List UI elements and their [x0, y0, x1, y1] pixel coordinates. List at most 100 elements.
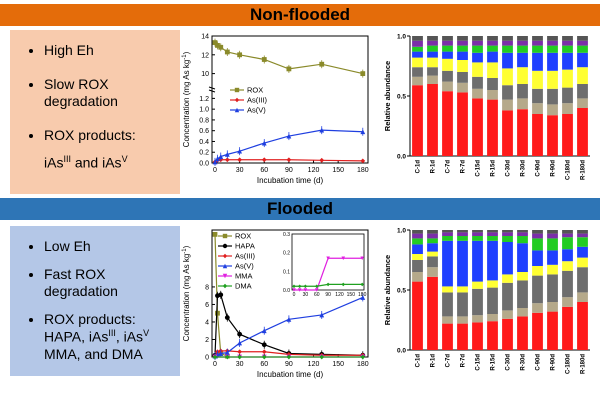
bar-segment — [427, 51, 438, 58]
category-label: C-15d — [476, 354, 482, 371]
bar-segment — [442, 40, 453, 46]
bar-segment — [577, 237, 588, 247]
y-tick-label: 0.2 — [199, 150, 209, 157]
bar-segment — [457, 232, 468, 236]
y-tick-label: 0.6 — [199, 128, 209, 135]
bar-segment — [427, 256, 438, 268]
inset-y-tick-label: 0.0 — [283, 288, 290, 294]
bar-segment — [487, 62, 498, 78]
data-point — [286, 157, 292, 163]
products-line: iAsIII and iAsV — [44, 154, 128, 171]
legend-marker — [234, 87, 240, 93]
bullet-rox-products-flooded: ROX products: — [44, 311, 166, 329]
data-point — [237, 157, 243, 163]
inset-x-tick-label: 90 — [325, 292, 331, 298]
bar-segment — [472, 76, 483, 89]
data-point — [212, 159, 218, 165]
non-flooded-concentration-chart: 10 12 14 0.0 0.2 0.4 0.6 0.8 1.0 1.2 0 30 60 90 120 150… — [182, 34, 369, 186]
bar-segment — [562, 306, 573, 350]
category-label: R-1d — [431, 160, 437, 174]
category-label: C-90d — [536, 160, 542, 177]
y-tick-label: 0.5 — [397, 288, 406, 295]
data-point — [360, 71, 366, 76]
y-tick-label: 0.0 — [397, 154, 406, 161]
inset-x-tick-label: 60 — [314, 292, 320, 298]
bar-segment — [577, 45, 588, 53]
bullet-slow-rox: Slow ROX degradation — [44, 76, 166, 111]
data-point — [212, 40, 218, 45]
bar-segment — [472, 281, 483, 289]
bar-segment — [442, 45, 453, 52]
bar-segment — [457, 230, 468, 233]
x-tick-label: 0 — [213, 167, 217, 174]
y-tick-label: 8 — [205, 284, 209, 291]
bar-segment — [517, 232, 528, 236]
flooded-banner: Flooded — [0, 198, 600, 220]
bar-segment — [427, 276, 438, 350]
category-label: C-7d — [446, 354, 452, 368]
bar-segment — [577, 98, 588, 108]
legend-marker — [222, 243, 228, 249]
bar-segment — [457, 92, 468, 156]
bar-segment — [547, 230, 558, 234]
y-tick-label: 0.0 — [199, 161, 209, 168]
inset-x-tick-label: 120 — [335, 292, 344, 298]
bar-segment — [457, 82, 468, 93]
data-point — [286, 133, 292, 139]
data-point — [237, 52, 243, 58]
inset-point — [297, 284, 302, 289]
axis-break — [208, 86, 216, 90]
bar-segment — [577, 230, 588, 234]
inset-point — [341, 256, 346, 261]
bar-segment — [532, 103, 543, 114]
bar-segment — [427, 40, 438, 46]
category-label: R-1d — [431, 354, 437, 368]
y-tick-label: 1.2 — [199, 96, 209, 103]
data-point — [237, 331, 243, 337]
legend-label: ROX — [247, 86, 263, 95]
inset-point — [303, 288, 308, 292]
bar-segment — [487, 40, 498, 46]
bar-segment — [547, 250, 558, 265]
bar-segment — [472, 232, 483, 236]
bar-segment — [472, 62, 483, 77]
bar-segment — [487, 232, 498, 236]
bar-segment — [472, 288, 483, 316]
legend-label: As(III) — [247, 96, 268, 105]
data-point — [360, 354, 366, 360]
bar-segment — [532, 266, 543, 276]
y-tick-label: 12 — [201, 52, 209, 59]
data-point — [224, 151, 230, 157]
bar-segment — [412, 281, 423, 350]
category-label: C-180d — [566, 160, 572, 180]
data-point — [286, 316, 292, 322]
bar-segment — [517, 280, 528, 308]
x-tick-label: 60 — [260, 167, 268, 174]
y-tick-label: 0.5 — [397, 94, 406, 101]
y-tick-label: 2 — [205, 337, 209, 344]
bar-segment — [487, 287, 498, 314]
y-tick-label: 1.0 — [397, 34, 406, 41]
x-axis-label: Incubation time (d) — [257, 176, 324, 185]
bar-segment — [427, 57, 438, 68]
y-tick-label: 14 — [201, 34, 209, 41]
bar-segment — [547, 70, 558, 89]
data-point — [360, 129, 366, 135]
inset-y-tick-label: 0.2 — [283, 251, 290, 257]
y-axis-label: Relative abundance — [383, 255, 392, 325]
bar-segment — [517, 40, 528, 46]
legend-label: As(V) — [247, 106, 266, 115]
x-axis-label: Incubation time (d) — [257, 370, 324, 379]
bar-segment — [547, 311, 558, 350]
bar-segment — [517, 230, 528, 233]
bar-segment — [457, 292, 468, 317]
bar-segment — [532, 312, 543, 350]
bar-segment — [562, 261, 573, 271]
inset-point — [297, 288, 302, 292]
y-axis-label: Concentration (mg As kg-1) — [182, 51, 191, 147]
bar-segment — [547, 302, 558, 312]
category-label: C-1d — [416, 160, 422, 174]
y-tick-label: 6 — [205, 302, 209, 309]
bar-segment — [562, 45, 573, 53]
data-point — [261, 57, 267, 62]
